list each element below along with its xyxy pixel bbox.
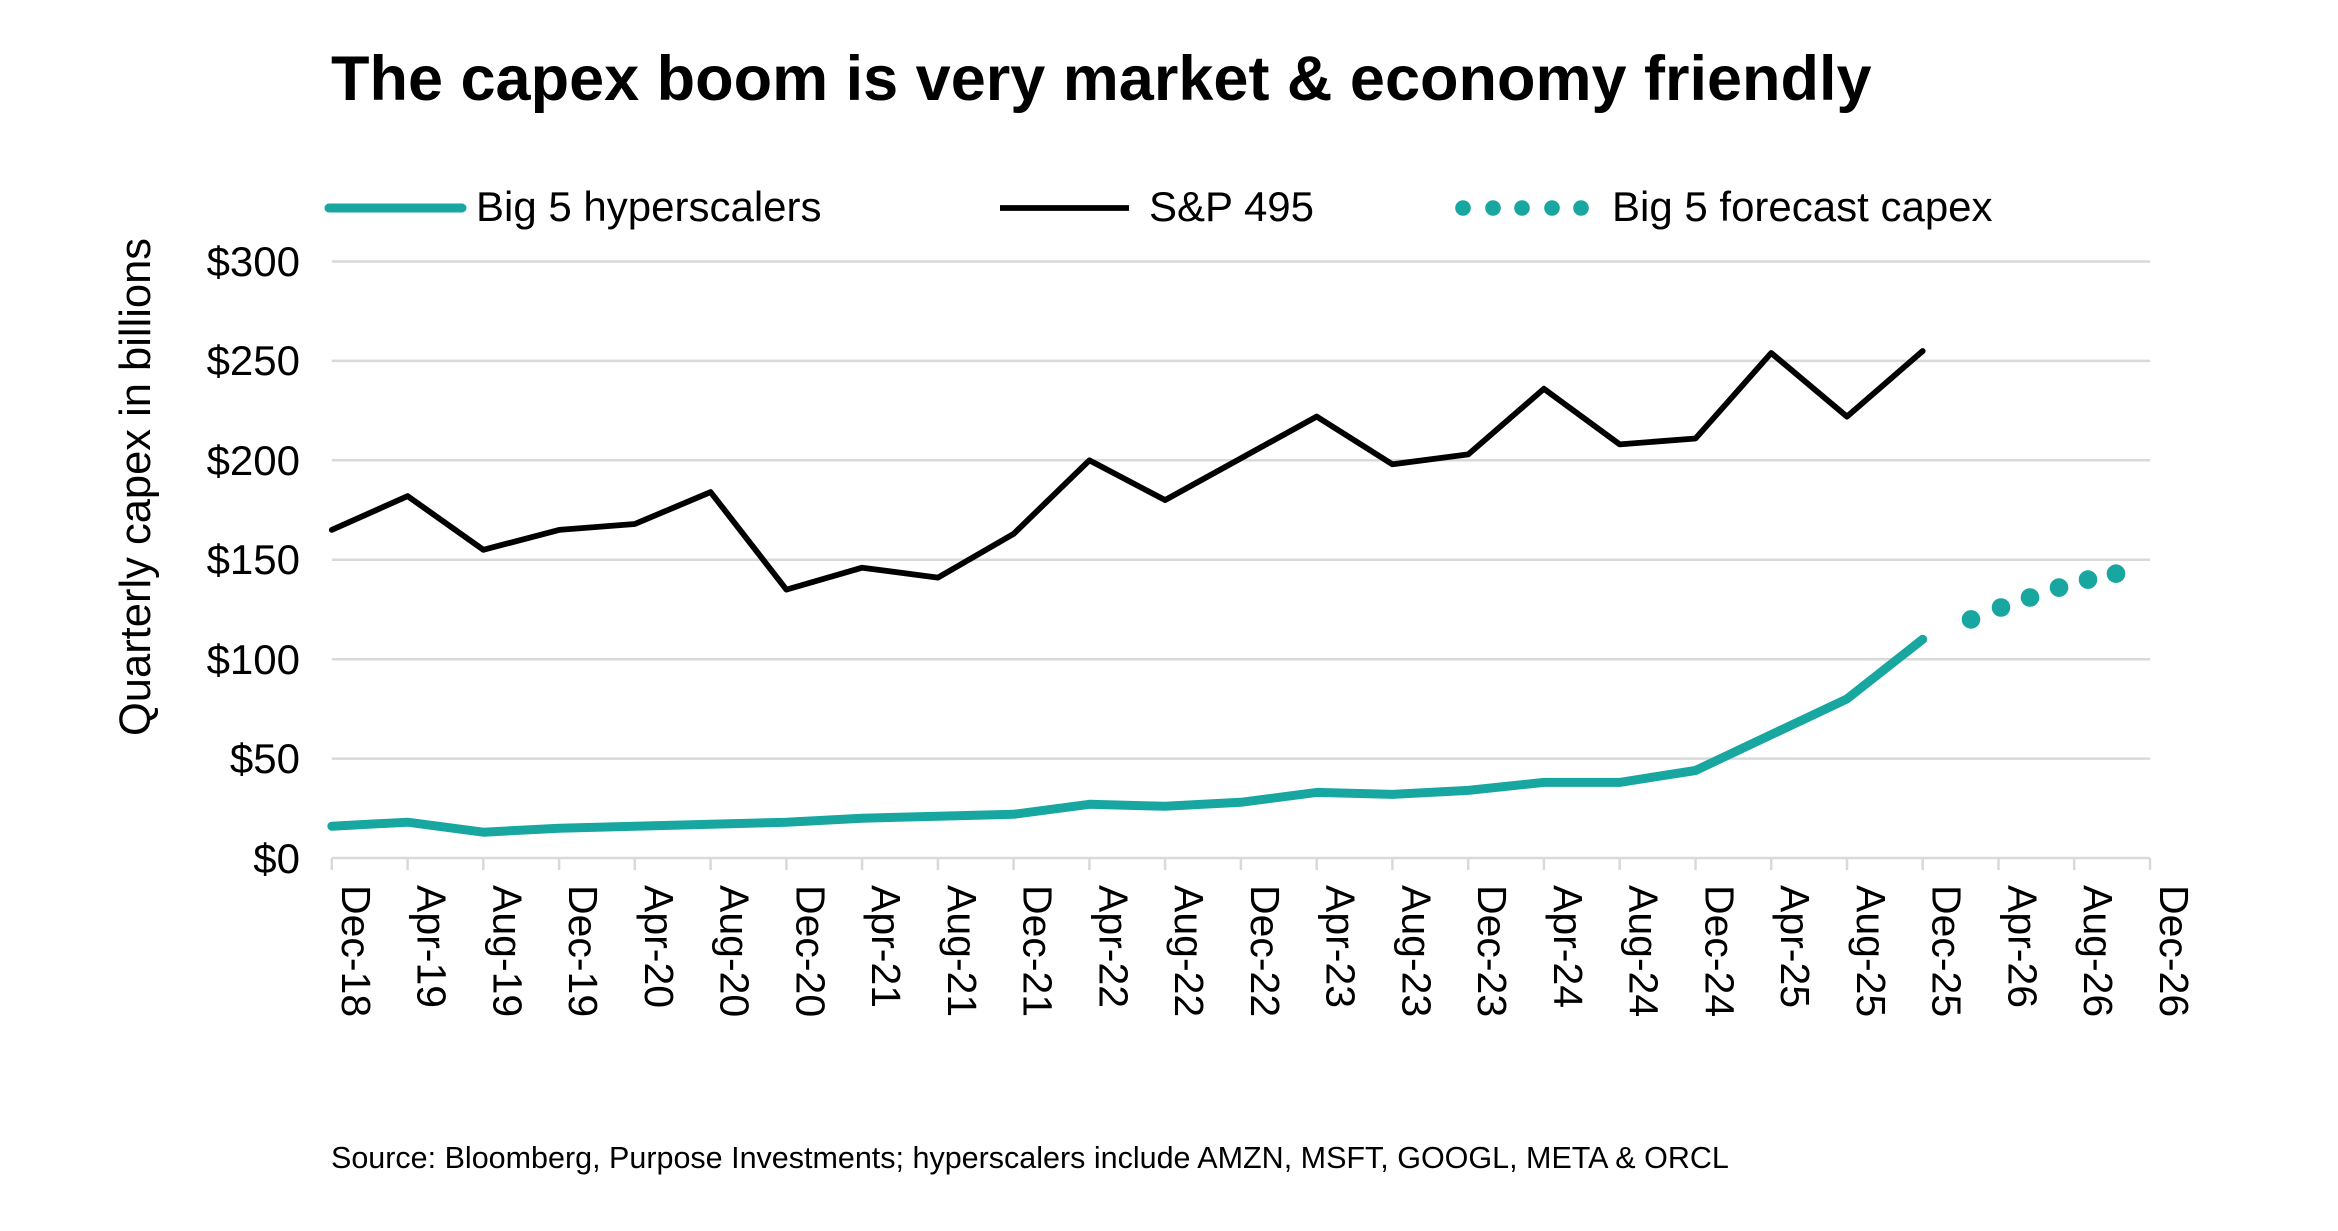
svg-text:Aug-23: Aug-23 (1393, 885, 1439, 1017)
svg-text:Dec-18: Dec-18 (333, 885, 379, 1017)
svg-text:Apr-22: Apr-22 (1090, 885, 1136, 1008)
svg-text:$0: $0 (253, 835, 300, 882)
svg-text:Apr-26: Apr-26 (2000, 885, 2046, 1008)
svg-text:Dec-26: Dec-26 (2151, 885, 2197, 1017)
svg-text:Apr-23: Apr-23 (1318, 885, 1364, 1008)
svg-text:Dec-20: Dec-20 (787, 885, 833, 1017)
svg-text:Dec-21: Dec-21 (1015, 885, 1061, 1017)
svg-text:The capex boom is very market: The capex boom is very market & economy … (331, 44, 1872, 114)
svg-text:Apr-20: Apr-20 (636, 885, 682, 1008)
svg-text:Dec-19: Dec-19 (560, 885, 606, 1017)
svg-text:Dec-23: Dec-23 (1469, 885, 1515, 1017)
svg-text:$200: $200 (207, 437, 300, 484)
svg-text:$150: $150 (207, 536, 300, 583)
svg-text:Dec-24: Dec-24 (1697, 885, 1743, 1017)
svg-text:Apr-21: Apr-21 (863, 885, 909, 1008)
svg-text:$50: $50 (230, 735, 300, 782)
svg-text:Aug-22: Aug-22 (1166, 885, 1212, 1017)
svg-text:Big 5 forecast capex: Big 5 forecast capex (1612, 183, 1993, 230)
svg-text:Apr-24: Apr-24 (1545, 885, 1591, 1008)
svg-text:Big 5 hyperscalers: Big 5 hyperscalers (476, 183, 822, 230)
svg-text:$250: $250 (207, 337, 300, 384)
svg-text:Apr-19: Apr-19 (409, 885, 455, 1008)
svg-text:Aug-25: Aug-25 (1848, 885, 1894, 1017)
svg-text:$300: $300 (207, 238, 300, 285)
svg-text:Aug-21: Aug-21 (939, 885, 985, 1017)
svg-text:Aug-20: Aug-20 (712, 885, 758, 1017)
svg-text:$100: $100 (207, 636, 300, 683)
svg-text:S&P 495: S&P 495 (1149, 183, 1314, 230)
svg-text:Apr-25: Apr-25 (1772, 885, 1818, 1008)
svg-text:Aug-24: Aug-24 (1621, 885, 1667, 1017)
svg-text:Dec-25: Dec-25 (1924, 885, 1970, 1017)
svg-text:Aug-26: Aug-26 (2075, 885, 2121, 1017)
svg-text:Dec-22: Dec-22 (1242, 885, 1288, 1017)
svg-text:Source: Bloomberg, Purpose Inv: Source: Bloomberg, Purpose Investments; … (331, 1141, 1729, 1175)
svg-text:Aug-19: Aug-19 (484, 885, 530, 1017)
svg-text:Quarterly capex in billions: Quarterly capex in billions (112, 238, 160, 736)
